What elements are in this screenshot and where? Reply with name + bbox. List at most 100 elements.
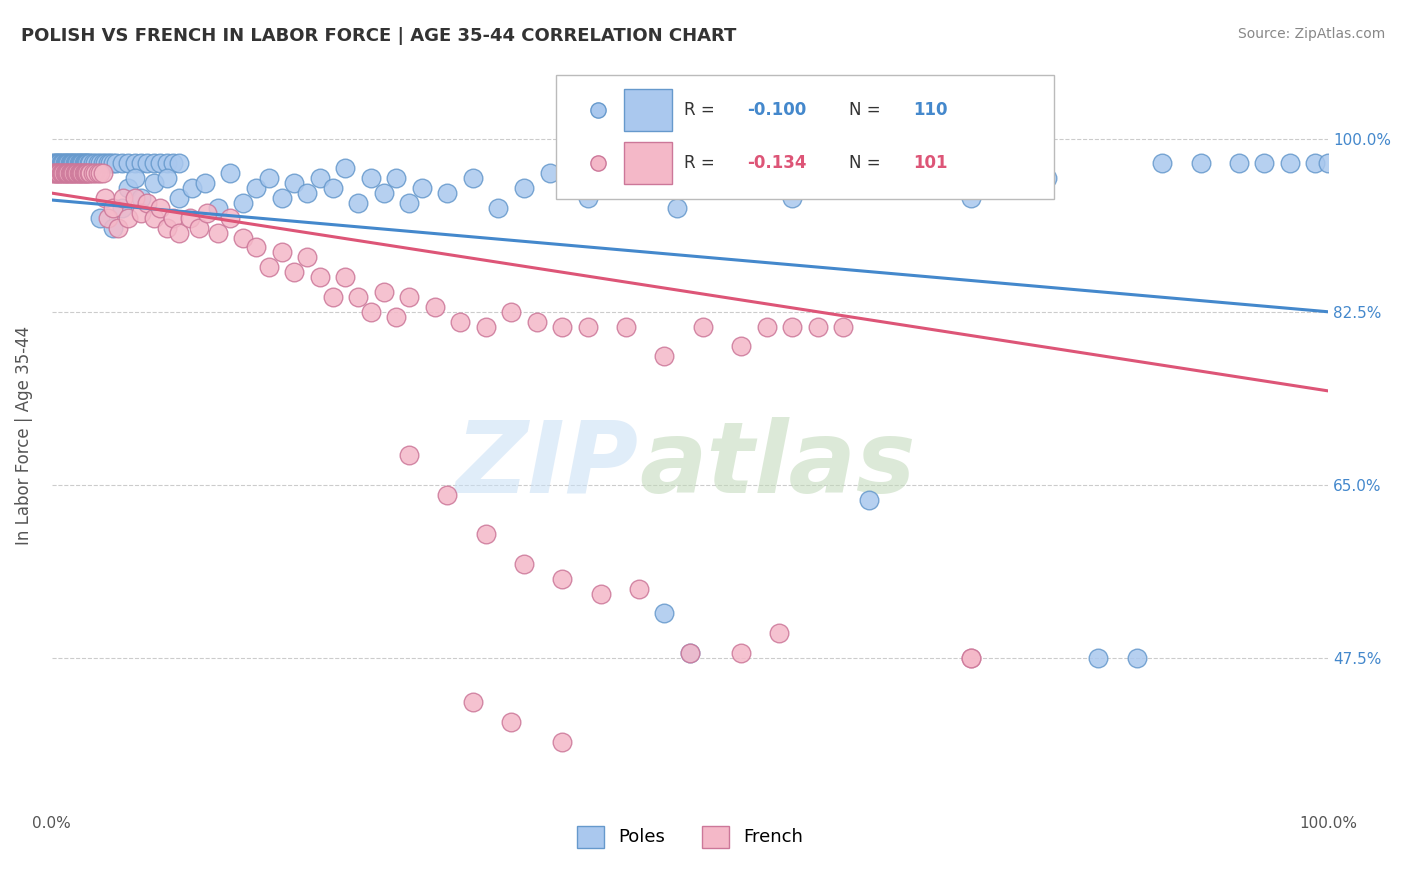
Text: N =: N = xyxy=(849,101,886,119)
Point xyxy=(75,166,97,180)
Point xyxy=(245,240,267,254)
Point xyxy=(59,156,82,170)
Point xyxy=(42,156,65,170)
Point xyxy=(666,201,689,215)
Point xyxy=(347,290,370,304)
Text: POLISH VS FRENCH IN LABOR FORCE | AGE 35-44 CORRELATION CHART: POLISH VS FRENCH IN LABOR FORCE | AGE 35… xyxy=(21,27,737,45)
Point xyxy=(60,156,83,170)
Point xyxy=(142,156,165,170)
Point xyxy=(72,156,94,170)
Point xyxy=(104,156,127,170)
Point xyxy=(129,206,152,220)
Point xyxy=(52,156,75,170)
Point xyxy=(679,646,702,660)
Point xyxy=(308,270,330,285)
Point xyxy=(124,191,146,205)
Point xyxy=(654,349,676,363)
Text: R =: R = xyxy=(683,101,720,119)
Point xyxy=(73,156,96,170)
Point xyxy=(232,230,254,244)
Text: N =: N = xyxy=(849,154,886,172)
Bar xyxy=(624,143,672,185)
Point xyxy=(730,339,752,353)
Point xyxy=(107,220,129,235)
Point xyxy=(48,156,70,170)
Point xyxy=(84,166,107,180)
Point xyxy=(640,176,662,190)
Point xyxy=(73,156,96,170)
Point xyxy=(780,319,803,334)
Text: ZIP: ZIP xyxy=(456,417,638,514)
Point xyxy=(858,492,880,507)
Point xyxy=(245,181,267,195)
Point xyxy=(232,196,254,211)
Point xyxy=(219,211,242,225)
Point xyxy=(1253,156,1275,170)
Point xyxy=(82,166,104,180)
Point xyxy=(58,156,80,170)
Point xyxy=(42,166,65,180)
Point xyxy=(53,166,76,180)
Point xyxy=(169,191,191,205)
Point xyxy=(385,310,408,324)
Text: Source: ZipAtlas.com: Source: ZipAtlas.com xyxy=(1237,27,1385,41)
Point xyxy=(398,196,420,211)
Point xyxy=(283,265,305,279)
Point xyxy=(49,166,72,180)
Point xyxy=(194,176,217,190)
Point xyxy=(373,186,395,200)
Point xyxy=(70,166,93,180)
Point xyxy=(295,186,318,200)
Point xyxy=(820,176,842,190)
Point xyxy=(162,156,184,170)
Point xyxy=(70,156,93,170)
Point xyxy=(959,651,981,665)
Point xyxy=(63,156,86,170)
Point xyxy=(335,161,357,176)
Point xyxy=(1305,156,1327,170)
Point xyxy=(46,156,69,170)
FancyBboxPatch shape xyxy=(555,75,1053,199)
Point xyxy=(67,166,90,180)
Point xyxy=(55,156,77,170)
Point xyxy=(308,171,330,186)
Point xyxy=(270,191,292,205)
Point xyxy=(832,319,855,334)
Point xyxy=(1278,156,1301,170)
Point xyxy=(48,166,70,180)
Point xyxy=(129,191,152,205)
Point xyxy=(207,226,229,240)
Point xyxy=(44,156,66,170)
Point xyxy=(97,156,120,170)
Point xyxy=(89,211,111,225)
Point xyxy=(169,226,191,240)
Point xyxy=(692,319,714,334)
Text: atlas: atlas xyxy=(638,417,915,514)
Point xyxy=(373,285,395,299)
Point xyxy=(56,156,79,170)
Bar xyxy=(624,89,672,131)
Point xyxy=(347,196,370,211)
Point xyxy=(576,191,599,205)
Point xyxy=(79,156,101,170)
Point xyxy=(89,156,111,170)
Point xyxy=(551,572,574,586)
Point xyxy=(97,211,120,225)
Point xyxy=(101,201,124,215)
Point xyxy=(806,319,828,334)
Point xyxy=(1087,651,1109,665)
Point xyxy=(117,156,139,170)
Point xyxy=(52,166,75,180)
Text: -0.100: -0.100 xyxy=(748,101,807,119)
Point xyxy=(1125,651,1147,665)
Point xyxy=(488,201,510,215)
Point xyxy=(73,166,96,180)
Point xyxy=(474,527,496,541)
Point xyxy=(197,206,219,220)
Point xyxy=(501,305,523,319)
Point xyxy=(136,196,159,211)
Point xyxy=(89,166,111,180)
Point xyxy=(62,166,84,180)
Point xyxy=(101,156,124,170)
Point xyxy=(998,176,1021,190)
